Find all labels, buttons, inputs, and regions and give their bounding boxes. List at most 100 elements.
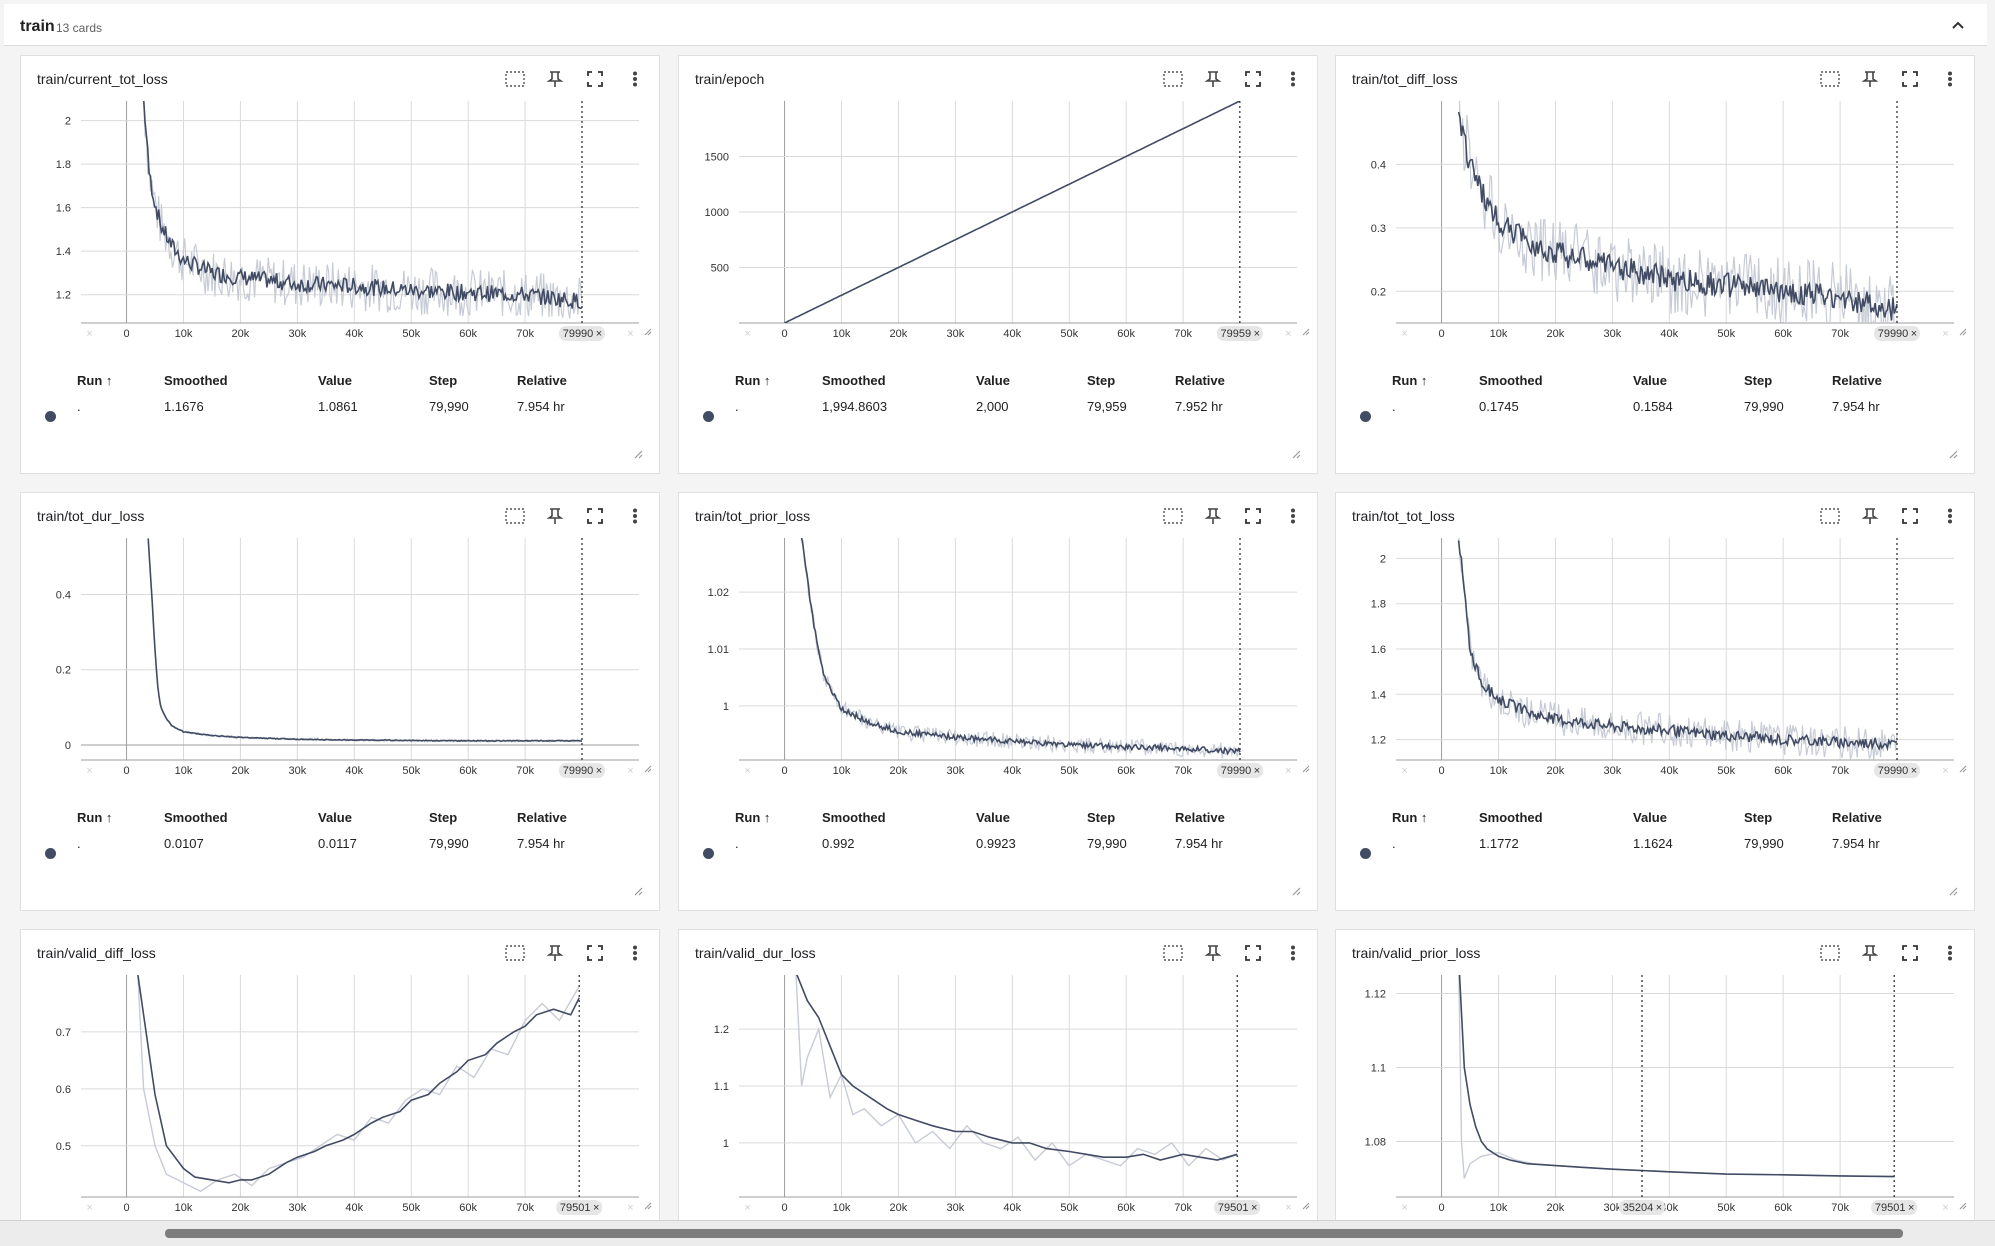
col-header-smoothed[interactable]: Smoothed: [822, 373, 886, 388]
line-chart[interactable]: 0 10k 20k 30k 40k 50k 60k 70k × × 1.2 1.4 1.6 1.8 2 799…: [21, 101, 660, 361]
horizontal-scrollbar[interactable]: [0, 1220, 1995, 1246]
smoothed-series-line: [800, 538, 1241, 756]
col-header-smoothed[interactable]: Smoothed: [1479, 373, 1543, 388]
col-header-step[interactable]: Step: [1087, 373, 1116, 388]
more-options-button[interactable]: [1278, 938, 1308, 968]
fullscreen-button[interactable]: [1895, 501, 1925, 531]
col-header-relative[interactable]: Relative: [1175, 810, 1225, 825]
line-chart[interactable]: 0 10k 20k 30k 40k 50k 60k 70k × × 1.2 1.4 1.6 1.8 2 799…: [1336, 538, 1975, 798]
col-header-run[interactable]: Run ↑: [77, 373, 113, 388]
line-chart[interactable]: 0 10k 20k 30k 40k 50k 60k 70k × × 500 1000 1500 79959…: [679, 101, 1318, 361]
more-options-button[interactable]: [1935, 64, 1965, 94]
col-header-relative[interactable]: Relative: [517, 810, 567, 825]
col-header-step[interactable]: Step: [1744, 810, 1773, 825]
toggle-zoom-button[interactable]: [500, 501, 530, 531]
pin-card-button[interactable]: [540, 938, 570, 968]
toggle-zoom-button[interactable]: [1158, 938, 1188, 968]
col-header-value[interactable]: Value: [1633, 373, 1667, 388]
fullscreen-button[interactable]: [1895, 938, 1925, 968]
toggle-zoom-button[interactable]: [1815, 938, 1845, 968]
x-tick-label: 60k: [1774, 1202, 1792, 1214]
fullscreen-icon: [1245, 945, 1261, 961]
toggle-zoom-button[interactable]: [1158, 501, 1188, 531]
y-tick-label: 0.7: [56, 1027, 71, 1039]
col-header-relative[interactable]: Relative: [1832, 810, 1882, 825]
line-chart[interactable]: 0 10k 20k 30k 40k 50k 60k 70k × × 1.08 1.1 1.12 79501…: [1336, 975, 1975, 1229]
pin-card-button[interactable]: [1198, 501, 1228, 531]
toggle-zoom-button[interactable]: [1815, 501, 1845, 531]
col-header-run[interactable]: Run ↑: [1392, 373, 1428, 388]
col-header-value[interactable]: Value: [318, 810, 352, 825]
col-header-value[interactable]: Value: [976, 373, 1010, 388]
col-header-relative[interactable]: Relative: [517, 373, 567, 388]
more-options-button[interactable]: [1935, 938, 1965, 968]
col-header-value[interactable]: Value: [976, 810, 1010, 825]
col-header-run[interactable]: Run ↑: [1392, 810, 1428, 825]
pin-card-button[interactable]: [540, 501, 570, 531]
pin-card-button[interactable]: [1855, 501, 1885, 531]
raw-value: 0.0117: [318, 836, 357, 851]
more-options-button[interactable]: [620, 64, 650, 94]
raw-value: 1.0861: [318, 399, 358, 414]
resize-handle-icon[interactable]: [1291, 449, 1301, 459]
collapse-group-button[interactable]: [1945, 12, 1971, 38]
col-header-smoothed[interactable]: Smoothed: [164, 810, 228, 825]
fullscreen-button[interactable]: [1895, 64, 1925, 94]
toggle-zoom-button[interactable]: [1158, 64, 1188, 94]
more-options-button[interactable]: [1278, 64, 1308, 94]
pin-card-button[interactable]: [1198, 64, 1228, 94]
resize-handle-icon[interactable]: [633, 449, 643, 459]
col-header-step[interactable]: Step: [1087, 810, 1116, 825]
pin-card-button[interactable]: [1855, 64, 1885, 94]
x-tick-label: 0: [781, 1202, 787, 1214]
y-tick-label: 2: [65, 116, 71, 128]
step-cursor-badge: [556, 1200, 603, 1215]
scrollbar-thumb[interactable]: [165, 1229, 1903, 1238]
y-tick-label: 1.2: [56, 290, 71, 302]
col-header-relative[interactable]: Relative: [1832, 373, 1882, 388]
more-options-button[interactable]: [1278, 501, 1308, 531]
toggle-zoom-button[interactable]: [1815, 64, 1845, 94]
col-header-smoothed[interactable]: Smoothed: [1479, 810, 1543, 825]
fullscreen-button[interactable]: [1238, 501, 1268, 531]
resize-handle-icon[interactable]: [633, 886, 643, 896]
col-header-run[interactable]: Run ↑: [77, 810, 113, 825]
y-tick-label: 1000: [705, 207, 729, 219]
relative-time: 7.954 hr: [1832, 399, 1880, 414]
more-options-button[interactable]: [620, 501, 650, 531]
x-axis-end-mark: ×: [1285, 765, 1291, 777]
resize-handle-icon[interactable]: [1948, 449, 1958, 459]
more-options-button[interactable]: [1935, 501, 1965, 531]
col-header-step[interactable]: Step: [1744, 373, 1773, 388]
col-header-step[interactable]: Step: [429, 373, 458, 388]
col-header-smoothed[interactable]: Smoothed: [822, 810, 886, 825]
pin-card-button[interactable]: [1855, 938, 1885, 968]
fullscreen-button[interactable]: [580, 938, 610, 968]
col-header-relative[interactable]: Relative: [1175, 373, 1225, 388]
toggle-zoom-button[interactable]: [500, 938, 530, 968]
run-color-dot: [1360, 848, 1371, 859]
col-header-smoothed[interactable]: Smoothed: [164, 373, 228, 388]
resize-handle-icon[interactable]: [1948, 886, 1958, 896]
col-header-value[interactable]: Value: [318, 373, 352, 388]
group-header: train 13 cards: [4, 4, 1987, 46]
col-header-value[interactable]: Value: [1633, 810, 1667, 825]
pin-card-button[interactable]: [1198, 938, 1228, 968]
fullscreen-button[interactable]: [580, 64, 610, 94]
resize-handle-icon[interactable]: [1291, 886, 1301, 896]
col-header-run[interactable]: Run ↑: [735, 810, 771, 825]
fullscreen-button[interactable]: [580, 501, 610, 531]
col-header-run[interactable]: Run ↑: [735, 373, 771, 388]
more-options-button[interactable]: [620, 938, 650, 968]
pin-card-button[interactable]: [540, 64, 570, 94]
x-tick-label: 20k: [890, 1202, 908, 1214]
toggle-zoom-button[interactable]: [500, 64, 530, 94]
fullscreen-button[interactable]: [1238, 64, 1268, 94]
fullscreen-button[interactable]: [1238, 938, 1268, 968]
col-header-step[interactable]: Step: [429, 810, 458, 825]
